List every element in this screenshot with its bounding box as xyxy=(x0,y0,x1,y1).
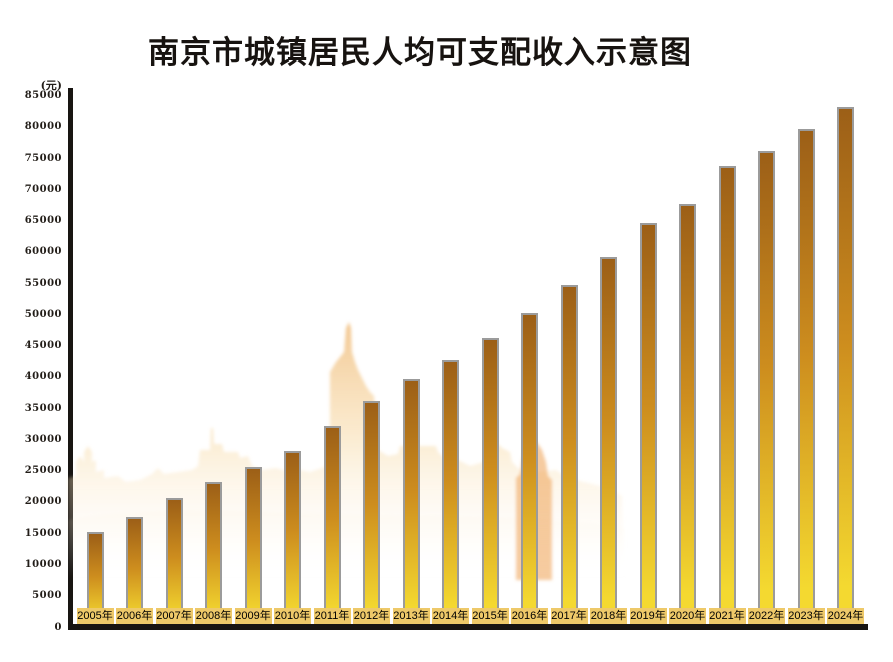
bar-2009年 xyxy=(244,467,262,628)
bar-2020年 xyxy=(679,204,696,628)
y-tick-label: 50000 xyxy=(24,308,62,320)
y-tick-label: 80000 xyxy=(24,121,62,133)
y-tick-label: 65000 xyxy=(24,215,62,227)
y-tick-label: 45000 xyxy=(24,340,62,352)
x-axis-year-label: 2014年 xyxy=(432,608,469,625)
x-axis-year-label: 2019年 xyxy=(629,608,667,625)
bar-2011年 xyxy=(323,426,341,628)
y-tick-label: 10000 xyxy=(24,558,62,570)
x-axis-line xyxy=(68,624,868,630)
y-tick-label: 85000 xyxy=(24,90,62,101)
bar-2014年 xyxy=(442,360,459,628)
y-tick-label: 35000 xyxy=(24,402,62,414)
bar-2018年 xyxy=(600,257,617,628)
x-axis-year-label: 2010年 xyxy=(274,608,311,625)
x-axis-year-label: 2021年 xyxy=(708,608,746,625)
x-axis-year-label: 2012年 xyxy=(353,608,390,625)
x-axis-year-label: 2017年 xyxy=(550,608,588,625)
x-axis-year-label: 2006年 xyxy=(116,608,153,625)
bar-2023年 xyxy=(797,129,815,628)
y-tick-label: 30000 xyxy=(24,433,62,445)
x-axis-year-label: 2005年 xyxy=(76,608,114,625)
x-axis-year-label: 2022年 xyxy=(748,608,785,625)
y-tick-label: 55000 xyxy=(24,277,62,289)
chart-title: 南京市城镇居民人均可支配收入示意图 xyxy=(148,35,692,71)
x-axis-year-label: 2024年 xyxy=(827,608,864,625)
bar-2016年 xyxy=(521,313,538,628)
bar-2017年 xyxy=(560,285,578,628)
x-axis-year-label: 2020年 xyxy=(669,608,706,625)
x-axis-year-label: 2008年 xyxy=(195,608,232,625)
bar-2012年 xyxy=(363,401,380,628)
bar-2019年 xyxy=(639,223,657,628)
bar-2015年 xyxy=(481,338,499,628)
y-tick-label: 15000 xyxy=(24,527,62,539)
y-tick-label: 75000 xyxy=(24,152,62,164)
x-axis-year-label: 2011年 xyxy=(313,608,351,625)
y-axis-line xyxy=(68,88,73,630)
x-axis-year-label: 2015年 xyxy=(471,608,509,625)
y-axis-unit-label: (元) xyxy=(40,79,62,92)
bar-2021年 xyxy=(718,166,736,628)
bar-2022年 xyxy=(758,151,775,628)
y-tick-label: 0 xyxy=(54,621,62,633)
y-tick-label: 5000 xyxy=(32,590,62,602)
bar-2010年 xyxy=(284,451,301,628)
y-tick-label: 20000 xyxy=(24,496,62,508)
x-axis-year-label: 2013年 xyxy=(392,608,430,625)
y-tick-label: 70000 xyxy=(24,183,62,195)
bar-2013年 xyxy=(402,379,420,628)
y-tick-label: 60000 xyxy=(24,246,62,258)
y-tick-label: 40000 xyxy=(24,371,62,383)
x-axis-year-label: 2007年 xyxy=(155,608,193,625)
x-axis-year-label: 2023年 xyxy=(787,608,825,625)
x-axis-year-label: 2016年 xyxy=(511,608,548,625)
x-axis-year-label: 2009年 xyxy=(234,608,272,625)
y-tick-label: 25000 xyxy=(24,465,62,477)
bar-2024年 xyxy=(837,107,854,628)
x-axis-year-label: 2018年 xyxy=(590,608,627,625)
bar-2008年 xyxy=(205,482,222,628)
